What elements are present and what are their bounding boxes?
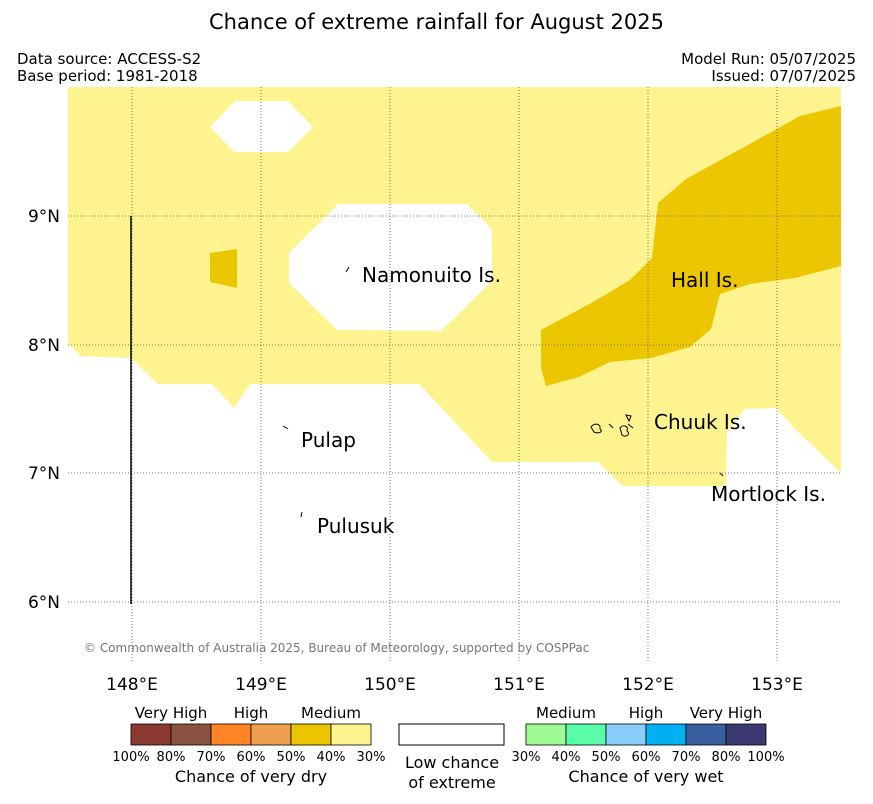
dry-pct-80: 80% (157, 750, 186, 765)
lat-tick-8n: 8°N (28, 336, 60, 356)
wet-swatch-1 (565, 723, 607, 746)
chuuk-islands-icon (590, 414, 634, 437)
wet-category-medium: Medium (536, 704, 596, 722)
dry-pct-30: 30% (357, 750, 386, 765)
wet-swatch-4 (685, 723, 727, 746)
namonuito-island-icon (345, 266, 350, 273)
wet-pct-70: 70% (672, 750, 701, 765)
lon-tick-149e: 149°E (235, 675, 287, 695)
pulusuk-island-icon (300, 511, 303, 518)
dry-pct-70: 70% (197, 750, 226, 765)
issued-text: Issued: 07/07/2025 (711, 67, 856, 85)
wet-colorbar (525, 723, 767, 746)
dry-pct-50: 50% (277, 750, 306, 765)
low-chance-swatch (398, 723, 505, 746)
dry-colorbar (130, 723, 372, 746)
lon-tick-150e: 150°E (364, 675, 416, 695)
dry-caption: Chance of very dry (175, 767, 327, 786)
lat-tick-6n: 6°N (28, 593, 60, 613)
lon-tick-151e: 151°E (493, 675, 545, 695)
wet-category-very-high: Very High (690, 704, 763, 722)
base-period-text: Base period: 1981-2018 (17, 67, 198, 85)
dry-pct-100: 100% (112, 750, 149, 765)
place-label-mortlock: Mortlock Is. (711, 482, 826, 506)
place-label-hall: Hall Is. (671, 268, 738, 292)
place-label-namonuito: Namonuito Is. (362, 263, 501, 287)
lon-tick-152e: 152°E (622, 675, 674, 695)
wet-swatch-0 (525, 723, 567, 746)
island-shapes (282, 266, 724, 518)
wet-pct-100: 100% (747, 750, 784, 765)
wet-swatch-5 (725, 723, 767, 746)
dry-category-medium: Medium (301, 704, 361, 722)
wet-pct-40: 40% (552, 750, 581, 765)
dry-pct-40: 40% (317, 750, 346, 765)
lat-tick-9n: 9°N (28, 207, 60, 227)
data-source-text: Data source: ACCESS-S2 (17, 50, 202, 68)
map-title: Chance of extreme rainfall for August 20… (209, 10, 664, 34)
dry-pct-60: 60% (237, 750, 266, 765)
neutral-caption-line2: of extreme (408, 773, 495, 792)
wet-pct-30: 30% (512, 750, 541, 765)
dry-category-very-high: Very High (135, 704, 208, 722)
dry-category-high: High (234, 704, 268, 722)
wet-swatch-2 (605, 723, 647, 746)
dry-swatch-1 (170, 723, 212, 746)
wet-pct-60: 60% (632, 750, 661, 765)
wet-pct-50: 50% (592, 750, 621, 765)
dry-swatch-3 (250, 723, 292, 746)
lon-tick-153e: 153°E (751, 675, 803, 695)
wet-pct-80: 80% (712, 750, 741, 765)
mortlock-island-icon (719, 472, 724, 477)
wet-swatch-3 (645, 723, 687, 746)
dry-swatch-4 (290, 723, 332, 746)
dry-swatch-5 (330, 723, 372, 746)
wet-category-high: High (629, 704, 663, 722)
pulap-island-icon (282, 425, 289, 430)
wet-caption: Chance of very wet (568, 767, 723, 786)
neutral-caption-line1: Low chance (405, 753, 499, 772)
place-label-pulap: Pulap (301, 428, 356, 452)
lat-tick-7n: 7°N (28, 464, 60, 484)
dry-swatch-0 (130, 723, 172, 746)
map-plot-area (68, 87, 841, 662)
dry-40-50-region (541, 106, 841, 386)
dry-40-50-region (210, 249, 237, 288)
dry-swatch-2 (210, 723, 252, 746)
place-label-chuuk: Chuuk Is. (654, 410, 747, 434)
lon-tick-148e: 148°E (106, 675, 158, 695)
copyright-text: © Commonwealth of Australia 2025, Bureau… (84, 641, 589, 655)
place-label-pulusuk: Pulusuk (317, 514, 395, 538)
low-chance-region (289, 204, 492, 331)
model-run-text: Model Run: 05/07/2025 (681, 50, 856, 68)
low-chance-region (210, 101, 313, 152)
